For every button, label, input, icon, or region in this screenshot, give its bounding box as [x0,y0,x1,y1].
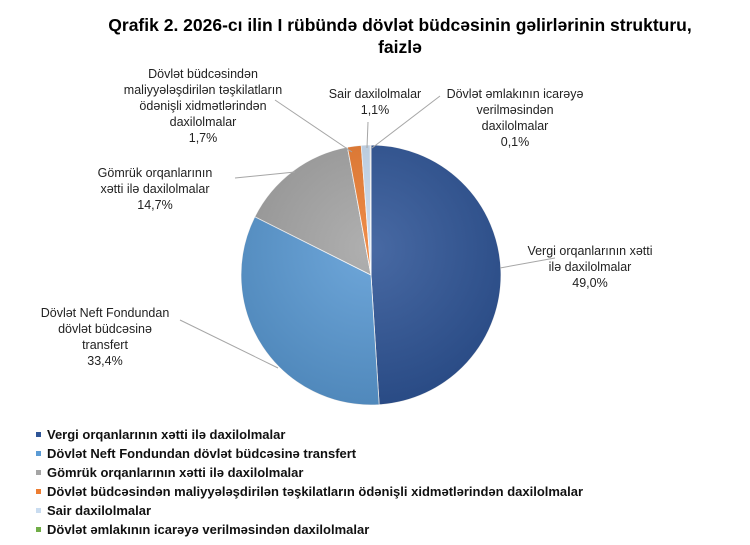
legend-label: Vergi orqanlarının xətti ilə daxilolmala… [47,427,286,442]
data-label-line: Dövlət Neft Fondundan [40,306,170,320]
data-label-line: Gömrük orqanlarının [97,166,213,180]
data-label-line: ilə daxilolmalar [548,260,632,274]
legend-item: Dövlət Neft Fondundan dövlət büdcəsinə t… [36,444,583,463]
legend-item: Gömrük orqanlarının xətti ilə daxilolmal… [36,463,583,482]
legend-swatch-icon [36,451,41,456]
legend-swatch-icon [36,527,41,532]
title-line: Qrafik 2. 2026-cı ilin I rübündə dövlət … [108,15,692,35]
legend-item: Sair daxilolmalar [36,501,583,520]
data-label-line: 0,1% [500,135,530,149]
data-label: Dövlət büdcəsindən maliyyələşdirilən təşk… [118,66,288,146]
legend-item: Vergi orqanlarının xətti ilə daxilolmala… [36,425,583,444]
data-label-line: Dövlət büdcəsindən [148,67,258,81]
legend-label: Gömrük orqanlarının xətti ilə daxilolmal… [47,465,304,480]
data-label-line: ödənişli xidmətlərindən [139,99,267,113]
chart-title: Qrafik 2. 2026-cı ilin I rübündə dövlət … [40,14,750,58]
legend-item: Dövlət büdcəsindən maliyyələşdirilən təş… [36,482,583,501]
data-label-line: transfert [82,338,128,352]
data-label-line: 49,0% [572,276,608,290]
data-label-line: Vergi orqanlarının xətti [527,244,653,258]
data-label-line: daxilolmalar [481,119,549,133]
data-label-line: Dövlət əmlakının icarəyə [446,87,584,101]
legend-swatch-icon [36,489,41,494]
legend-item: Dövlət əmlakının icarəyə verilməsindən d… [36,520,583,539]
legend-label: Sair daxilolmalar [47,503,152,518]
data-label: Gömrük orqanlarının xətti ilə daxilolmala… [80,165,230,213]
legend-swatch-icon [36,508,41,513]
data-label-line: 1,7% [188,131,218,145]
legend-label: Dövlət əmlakının icarəyə verilməsindən d… [47,522,370,537]
data-label: Vergi orqanlarının xətti ilə daxilolmalar… [505,243,675,291]
data-label: Sair daxilolmalar 1,1% [310,86,440,118]
data-label-line: 1,1% [360,103,390,117]
data-label: Dövlət Neft Fondundan dövlət büdcəsinə tra… [20,305,190,369]
data-label-line: Sair daxilolmalar [328,87,422,101]
pie-slice [370,144,502,406]
data-label-line: xətti ilə daxilolmalar [100,182,210,196]
legend-swatch-icon [36,432,41,437]
data-label-line: verilməsindən [476,103,554,117]
leader-lines [179,95,556,369]
data-label-line: 14,7% [137,198,173,212]
data-label-line: daxilolmalar [169,115,237,129]
data-label-line: dövlət büdcəsinə [58,322,152,336]
title-line: faizlə [378,37,422,57]
data-label-line: 33,4% [87,354,123,368]
data-label-line: maliyyələşdirilən təşkilatların [123,83,283,97]
legend-label: Dövlət Neft Fondundan dövlət büdcəsinə t… [47,446,357,461]
legend-label: Dövlət büdcəsindən maliyyələşdirilən təş… [47,484,584,499]
data-label: Dövlət əmlakının icarəyə verilməsindən dax… [440,86,590,150]
legend-swatch-icon [36,470,41,475]
legend: Vergi orqanlarının xətti ilə daxilolmala… [36,425,583,539]
